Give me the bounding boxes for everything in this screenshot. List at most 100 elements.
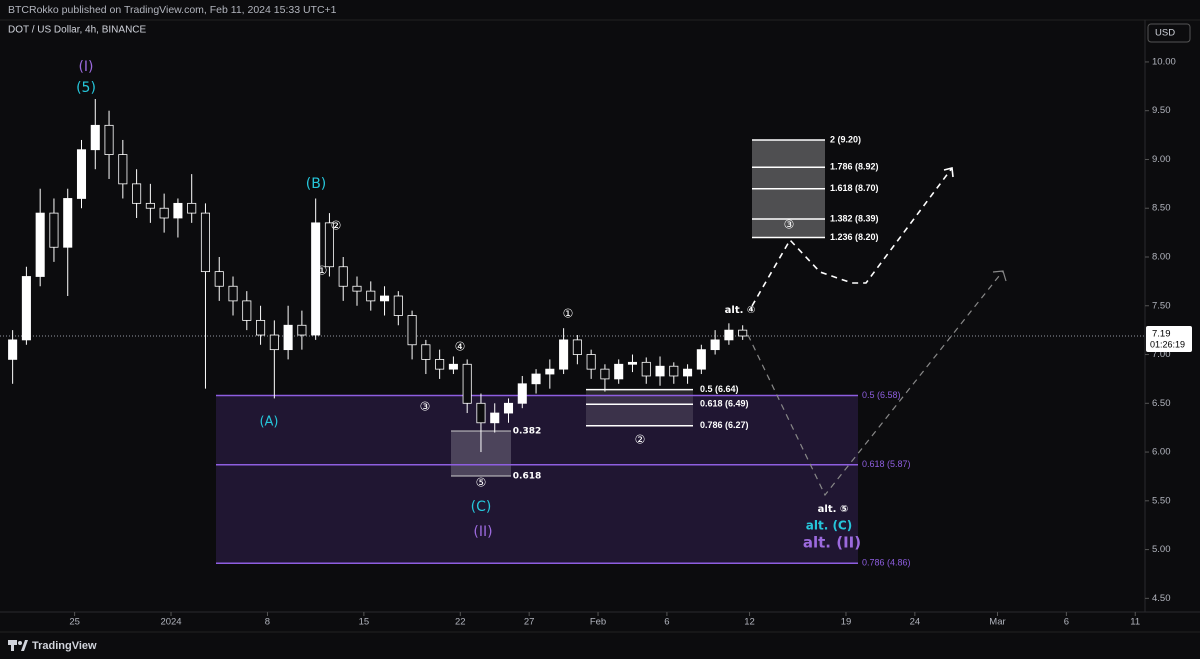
publisher-line: BTCRokko published on TradingView.com, F… [8, 4, 337, 16]
candle-body [448, 363, 458, 370]
candle-body [21, 276, 31, 341]
candle-body [710, 339, 720, 351]
brand-logo [8, 640, 28, 651]
wave-label: (B) [306, 176, 327, 192]
candle-body [118, 154, 128, 185]
fib-level-label: 0.618 (5.87) [862, 459, 911, 469]
alt-projection-head [992, 270, 1007, 282]
wave-label: (A) [259, 415, 278, 430]
fib-level-label: 1.382 (8.39) [830, 213, 879, 223]
candle-body [545, 368, 555, 375]
symbol-title: DOT / US Dollar, 4h, BINANCE [8, 25, 147, 36]
currency-label: USD [1155, 28, 1175, 39]
x-tick-label: 6 [1064, 617, 1069, 628]
candle-body [393, 295, 403, 316]
fib-level-label: 0.5 (6.58) [862, 390, 901, 400]
candle-body [187, 202, 197, 214]
candle-body [35, 212, 45, 277]
y-tick-label: 5.00 [1152, 544, 1171, 555]
candle-body [683, 368, 693, 377]
candle-body [63, 198, 73, 248]
x-tick-label: 6 [664, 617, 669, 628]
y-tick-label: 6.00 [1152, 447, 1171, 458]
candle-body [421, 344, 431, 360]
candle-body [145, 202, 155, 209]
candle-body [572, 339, 582, 355]
candle-body [738, 329, 748, 337]
currency-box[interactable] [1147, 23, 1191, 43]
candle-body [311, 222, 321, 336]
fib-level-label: 1.786 (8.92) [830, 162, 879, 172]
projection-head [943, 167, 954, 178]
last-price-tag [1146, 325, 1192, 352]
x-tick-label: 8 [265, 617, 270, 628]
candle-body [200, 212, 211, 273]
y-tick-label: 8.00 [1152, 252, 1171, 263]
candle-body [214, 271, 224, 287]
candle-body [655, 365, 665, 377]
candle-body [380, 295, 390, 302]
wave-label: (II) [473, 524, 492, 540]
fib-level-label: 2 (9.20) [830, 134, 861, 144]
fib-level-label: 1.618 (8.70) [830, 183, 879, 193]
wave-label: ④ [455, 340, 466, 354]
candle-body [8, 339, 18, 360]
x-tick-label: 12 [744, 617, 755, 628]
candle-body [503, 402, 514, 414]
candle-body [76, 149, 87, 199]
brand-name: TradingView [32, 640, 97, 652]
candle-body [297, 324, 307, 336]
candle-body [490, 412, 500, 424]
candle-body [669, 365, 679, 377]
alt-projection-path [747, 270, 1004, 497]
candle-body [159, 207, 169, 219]
candle-body [724, 329, 734, 341]
candle-body [517, 383, 527, 404]
y-tick-label: 8.50 [1152, 203, 1171, 214]
candle-body [132, 183, 142, 204]
candle-body [242, 300, 252, 321]
candle-body [641, 361, 651, 377]
wave-label: 0.382 [513, 427, 541, 437]
fib-level-label: 0.618 (6.49) [700, 399, 749, 409]
wave-label: ⑤ [476, 476, 487, 490]
candle-body [696, 349, 706, 370]
candle-body [435, 359, 445, 370]
x-tick-label: 22 [455, 617, 466, 628]
fib-level-label: 0.786 (6.27) [700, 420, 749, 430]
wave-label: ③ [784, 218, 795, 232]
candle-body [269, 334, 279, 351]
candle-body [559, 339, 569, 370]
wave-label: ① [317, 264, 328, 278]
candle-body [49, 212, 59, 248]
candle-body [407, 315, 417, 346]
x-tick-label: 2024 [160, 617, 181, 628]
candle-body [228, 285, 238, 302]
wave-label: ② [635, 433, 646, 447]
wave-label: alt. ④ [725, 305, 756, 316]
x-tick-label: 25 [69, 617, 80, 628]
candle-body [90, 124, 100, 151]
wave-label: alt. (C) [806, 519, 852, 533]
x-tick-label: 19 [841, 617, 852, 628]
candle-body [338, 266, 348, 287]
wave-label: alt. (II) [803, 534, 861, 552]
candle-body [366, 290, 376, 302]
candle-body [462, 363, 472, 404]
wave-label: (I) [78, 59, 93, 75]
wave-zone [216, 395, 858, 564]
wave-label: (C) [471, 499, 492, 515]
candle-body [104, 124, 114, 155]
x-tick-label: Feb [590, 617, 606, 628]
last-price-label: 7.19 [1152, 329, 1171, 340]
wave-label: ③ [420, 400, 431, 414]
wave-label: 0.618 [513, 472, 541, 482]
y-tick-label: 6.50 [1152, 398, 1171, 409]
y-tick-label: 7.50 [1152, 300, 1171, 311]
wave-label: ① [563, 307, 574, 321]
candle-body [476, 402, 486, 424]
candle-body [283, 324, 293, 351]
wave-label: alt. ⑤ [818, 504, 849, 515]
